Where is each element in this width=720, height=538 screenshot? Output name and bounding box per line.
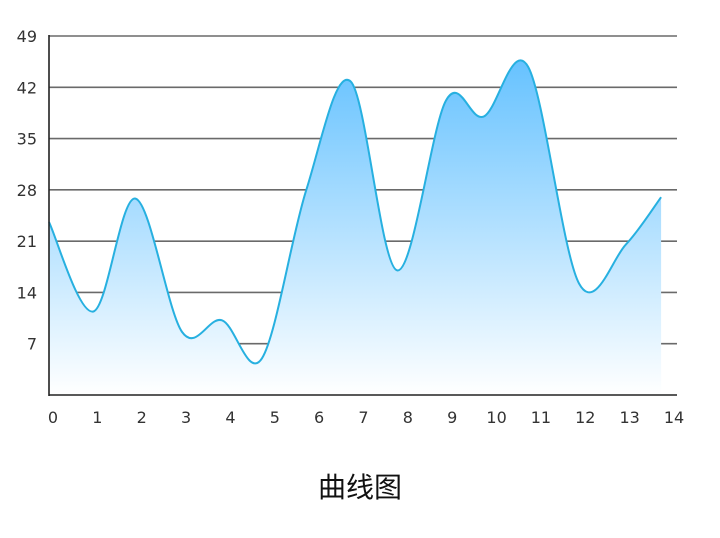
x-tick-label: 8: [403, 408, 413, 427]
x-tick-label: 2: [137, 408, 147, 427]
x-tick-label: 13: [619, 408, 639, 427]
y-tick-label: 21: [17, 232, 37, 251]
x-tick-label: 10: [486, 408, 506, 427]
y-tick-label: 28: [17, 181, 37, 200]
x-tick-label: 11: [531, 408, 551, 427]
x-tick-label: 5: [270, 408, 280, 427]
x-tick-label: 7: [358, 408, 368, 427]
x-tick-label: 3: [181, 408, 191, 427]
chart-caption: 曲线图: [317, 471, 402, 504]
x-tick-label: 12: [575, 408, 595, 427]
area-fill: [49, 60, 662, 396]
series-line: [48, 59, 662, 365]
x-tick-label: 6: [314, 408, 324, 427]
y-tick-label: 14: [17, 283, 37, 302]
x-tick-label: 9: [447, 408, 457, 427]
y-tick-label: 7: [27, 335, 37, 354]
y-tick-label: 35: [17, 130, 37, 149]
y-tick-label: 49: [17, 27, 37, 46]
x-tick-label: 14: [664, 408, 684, 427]
x-tick-label: 4: [225, 408, 235, 427]
x-tick-label: 1: [92, 408, 102, 427]
x-tick-label: 0: [48, 408, 58, 427]
y-tick-label: 42: [17, 78, 37, 97]
